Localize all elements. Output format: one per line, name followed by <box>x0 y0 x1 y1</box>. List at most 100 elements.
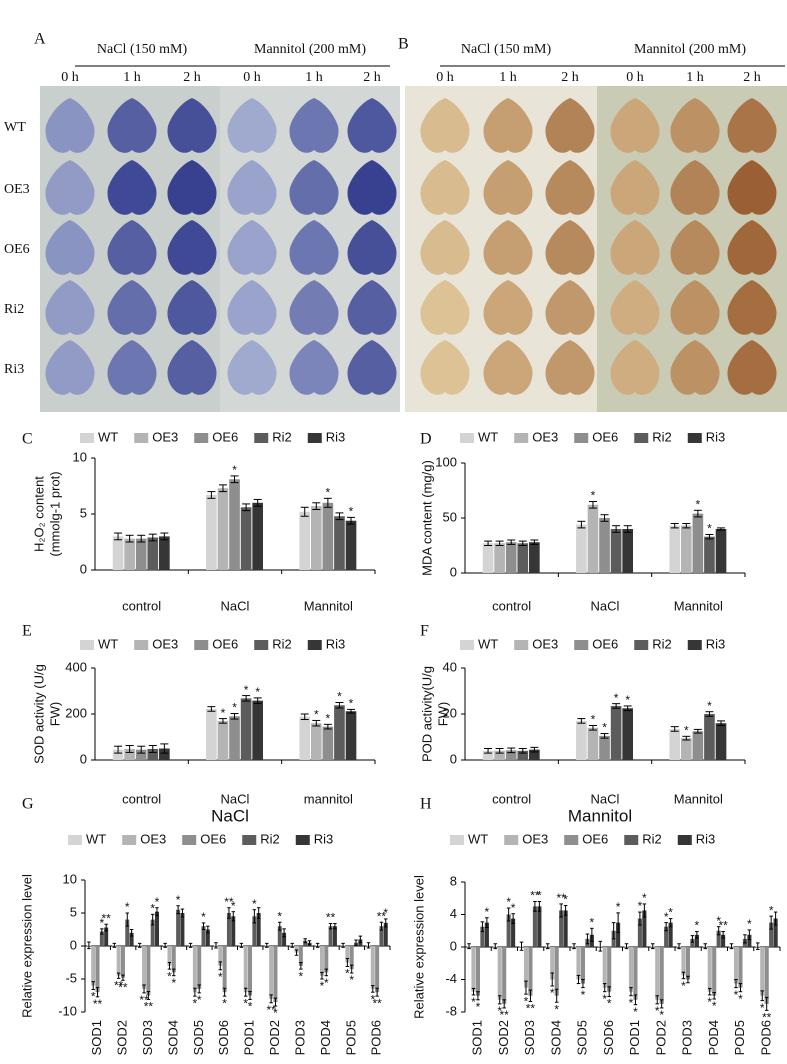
significance-mark: * <box>324 976 329 990</box>
significance-mark: * <box>581 988 586 1002</box>
error-bar <box>511 913 515 924</box>
bar <box>599 518 610 573</box>
bar <box>704 536 715 573</box>
bar <box>217 720 229 760</box>
error-bar <box>623 705 632 712</box>
bar <box>303 940 308 946</box>
significance-mark: * <box>629 996 634 1010</box>
bar <box>480 926 485 947</box>
y-axis-label: Relative expression level <box>19 874 34 1018</box>
legend-label: WT <box>98 636 118 651</box>
group-label: NaCl (150 mM) <box>461 42 552 57</box>
bar <box>218 946 223 966</box>
legend-label: Ri2 <box>652 636 672 651</box>
error-bar <box>300 506 309 517</box>
legend-label: Ri3 <box>706 429 726 444</box>
error-bar <box>588 501 597 509</box>
bar <box>694 934 699 947</box>
significance-mark: * <box>193 996 198 1010</box>
error-bar <box>518 748 527 754</box>
bar <box>622 708 634 760</box>
bar <box>721 934 726 947</box>
legend-label: OE3 <box>152 636 178 651</box>
bar <box>226 913 231 946</box>
significance-mark: * <box>707 699 712 713</box>
significance-mark: * <box>337 690 342 704</box>
x-tick-label: Mannitol <box>674 791 723 806</box>
bar <box>298 946 303 966</box>
error-bar <box>577 520 586 529</box>
bar <box>669 728 681 760</box>
significance-mark: * <box>326 712 331 726</box>
panel-label: B <box>398 36 409 53</box>
error-bar <box>273 997 278 1007</box>
bar <box>197 946 202 989</box>
bar <box>494 750 505 760</box>
significance-mark: ** <box>377 909 387 923</box>
bar <box>580 947 585 984</box>
error-bar <box>716 926 721 936</box>
time-label: 1 h <box>686 70 704 85</box>
bar <box>345 946 350 963</box>
bar <box>622 529 634 573</box>
y-axis-label: MDA content (mg/g) <box>419 460 434 576</box>
legend-swatch <box>68 835 82 845</box>
bar <box>610 705 622 760</box>
error-bar <box>100 928 104 935</box>
significance-mark: * <box>167 969 172 983</box>
x-tick-label: SOD3 <box>140 1020 155 1055</box>
x-tick-label: Mannitol <box>304 598 353 613</box>
significance-mark: * <box>222 996 227 1010</box>
bar <box>659 947 664 1004</box>
bar <box>637 918 642 947</box>
y-tick-label: 100 <box>435 454 457 469</box>
significance-mark: * <box>695 919 700 933</box>
error-bar <box>323 497 332 508</box>
error-bar <box>729 943 734 950</box>
y-tick-label: 0 <box>450 938 457 953</box>
error-bar <box>545 943 550 950</box>
error-bar <box>576 974 581 985</box>
legend-swatch <box>514 640 529 650</box>
bar <box>517 750 529 760</box>
error-bar <box>502 999 506 1009</box>
error-bar <box>484 540 493 546</box>
time-label: 2 h <box>363 70 381 85</box>
bar <box>517 543 529 573</box>
bar <box>668 922 673 947</box>
error-bar <box>524 980 528 995</box>
error-bar <box>349 964 354 974</box>
legend-label: OE6 <box>212 429 238 444</box>
significance-mark: * <box>747 917 752 931</box>
row-label: OE3 <box>4 182 30 197</box>
bar <box>712 947 717 996</box>
legend-label: WT <box>478 429 498 444</box>
significance-mark: ** <box>93 997 103 1011</box>
y-tick-label: -5 <box>65 970 77 985</box>
error-bar <box>112 942 117 948</box>
error-bar <box>588 725 597 731</box>
bar <box>747 934 752 947</box>
bar <box>715 723 727 760</box>
error-bar <box>207 491 216 499</box>
time-label: 1 h <box>305 70 323 85</box>
significance-mark: * <box>591 489 596 503</box>
error-bar <box>585 933 590 945</box>
bar <box>587 727 599 760</box>
bar <box>497 947 502 1000</box>
error-bar <box>222 987 227 997</box>
x-tick-label: POD2 <box>653 1020 668 1055</box>
bar <box>205 929 210 946</box>
legend-label: OE3 <box>152 429 178 444</box>
x-tick-label: control <box>122 791 161 806</box>
error-bar <box>282 928 286 938</box>
error-bar <box>303 938 307 944</box>
error-bar <box>712 992 716 1000</box>
bar <box>222 946 227 993</box>
legend-swatch <box>460 433 474 443</box>
error-bar <box>721 931 725 939</box>
error-bar <box>572 943 576 950</box>
x-tick-label: NaCl <box>591 791 620 806</box>
y-tick-label: 10 <box>63 871 77 886</box>
error-bar <box>345 958 350 967</box>
